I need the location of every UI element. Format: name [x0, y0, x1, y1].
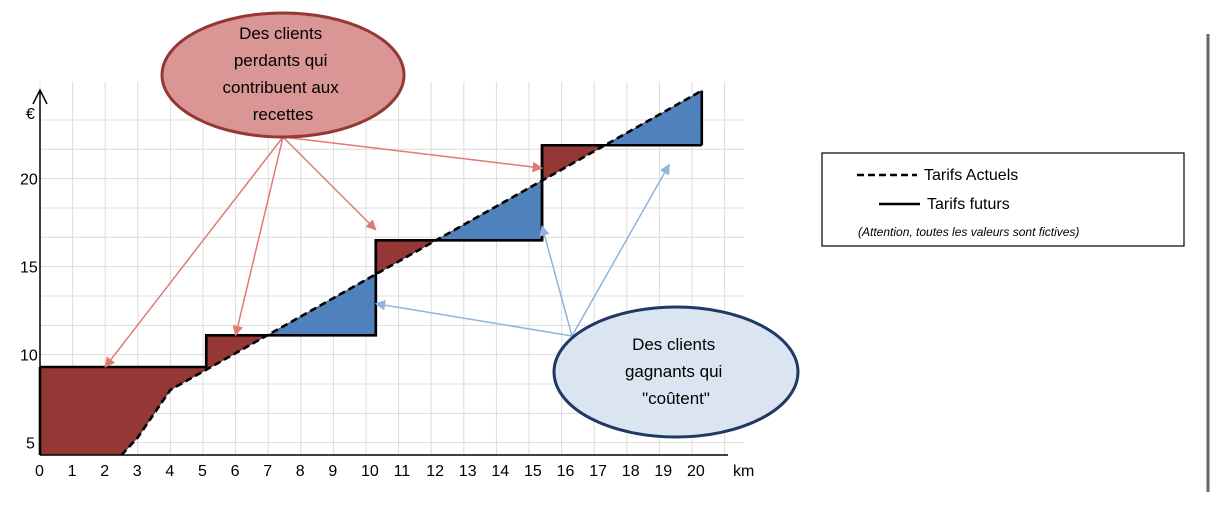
winning-arrow — [374, 299, 573, 337]
x-tick-label: 0 — [35, 463, 44, 480]
legend-label-futurs: Tarifs futurs — [927, 196, 1010, 213]
x-tick-label: 11 — [394, 463, 411, 480]
y-tick-label: 20 — [20, 172, 38, 189]
winning-arrow — [539, 225, 573, 337]
x-tick-label: 5 — [198, 463, 207, 480]
losing-arrow — [282, 136, 544, 173]
legend: Tarifs Actuels Tarifs futurs (Attention,… — [821, 152, 1185, 247]
x-tick-label: 20 — [687, 463, 705, 480]
winning-bubble-line-2: gagnants qui — [625, 362, 722, 381]
losing-bubble-line-1: Des clients — [239, 24, 322, 43]
losing-clients-bubble-text: Des clients perdants qui contribuent aux… — [223, 24, 344, 124]
x-tick-label: 15 — [524, 463, 542, 480]
winning-clients-bubble — [552, 305, 800, 439]
x-tick-label: 17 — [589, 463, 607, 480]
grid — [39, 81, 745, 455]
winning-clients-bubble-text: Des clients gagnants qui "coûtent" — [625, 335, 727, 408]
y-tick-label: 15 — [20, 260, 38, 277]
x-tick-label: 14 — [491, 463, 509, 480]
winning-arrow — [571, 163, 670, 337]
losing-area — [39, 366, 207, 456]
winning-bubble-line-3: "coûtent" — [642, 389, 710, 408]
legend-note: (Attention, toutes les valeurs sont fict… — [858, 225, 1079, 239]
losing-arrow — [104, 136, 284, 368]
losing-arrow — [282, 136, 377, 231]
x-tick-label: 13 — [459, 463, 477, 480]
x-tick-label: 12 — [426, 463, 444, 480]
y-axis-arrowhead — [32, 88, 48, 105]
x-axis-label: km — [733, 463, 754, 480]
x-tick-label: 3 — [133, 463, 142, 480]
x-tick-label: 6 — [231, 463, 240, 480]
x-tick-label: 9 — [328, 463, 337, 480]
losing-clients-bubble — [160, 11, 406, 139]
series — [38, 89, 704, 456]
x-tick-label: 2 — [100, 463, 109, 480]
x-tick-label: 1 — [68, 463, 77, 480]
losing-bubble-line-2: perdants qui — [234, 51, 328, 70]
legend-label-actuels: Tarifs Actuels — [924, 167, 1018, 184]
x-tick-label: 7 — [263, 463, 272, 480]
losing-arrow — [232, 136, 284, 337]
x-tick-label: 4 — [165, 463, 174, 480]
annotations: Des clients perdants qui contribuent aux… — [104, 11, 800, 439]
x-tick-label: 16 — [557, 463, 575, 480]
x-tick-label: 8 — [296, 463, 305, 480]
y-tick-label: 5 — [26, 436, 35, 453]
x-tick-label: 10 — [361, 463, 379, 480]
losing-bubble-line-4: recettes — [253, 105, 313, 124]
winning-bubble-line-1: Des clients — [632, 335, 715, 354]
y-tick-label: 10 — [20, 348, 38, 365]
x-tick-label: 19 — [654, 463, 672, 480]
y-axis-label: € — [26, 106, 35, 123]
losing-bubble-line-3: contribuent aux — [223, 78, 340, 97]
x-tick-label: 18 — [622, 463, 640, 480]
legend-box — [821, 152, 1185, 247]
